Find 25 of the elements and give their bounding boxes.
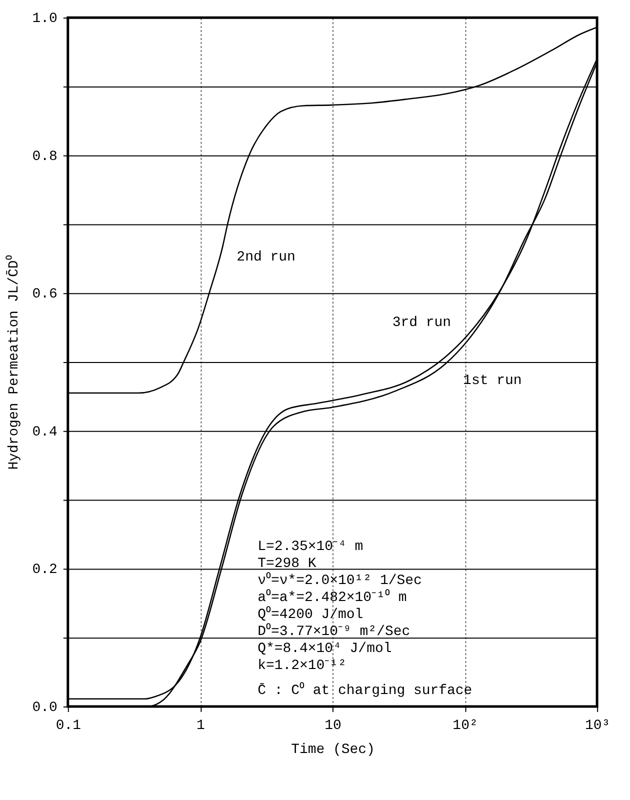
x-tick-label: 0.1 (56, 718, 81, 734)
annotation: T=298 K (258, 556, 317, 572)
x-tick-label: 1 (196, 718, 205, 734)
series-label: 1st run (463, 373, 522, 390)
x-tick-label: 10 (324, 718, 342, 734)
annotation: Q⁰=4200 J/mol (258, 606, 364, 624)
x-tick-label: 10² (452, 718, 478, 734)
annotation: Q*=8.4×10⁴ J/mol (258, 641, 392, 658)
annotation: ν⁰=ν*=2.0×10¹² 1/Sec (258, 572, 422, 590)
annotation: a⁰=a*=2.482×10⁻¹⁰ m (258, 589, 407, 606)
x-tick-label: 10³ (584, 718, 610, 734)
y-axis-title: Hydrogen Permeation JL/C̄D⁰ (5, 255, 22, 470)
annotation: D⁰=3.77×10⁻⁹ m²/Sec (258, 623, 410, 640)
y-tick-label: 0.0 (32, 700, 58, 716)
y-tick-label: 1.0 (32, 11, 58, 28)
annotation: k=1.2×10⁻¹² (258, 658, 346, 674)
annotation: L=2.35×10⁻⁴ m (258, 539, 364, 556)
y-tick-label: 0.2 (32, 562, 58, 578)
annotation: C̄ : C⁰ at charging surface (258, 682, 472, 699)
series-label: 2nd run (236, 249, 296, 266)
x-axis-title: Time (Sec) (291, 742, 375, 758)
y-tick-label: 0.4 (32, 424, 58, 440)
y-tick-label: 0.6 (32, 286, 58, 303)
series-label: 3rd run (392, 314, 452, 331)
y-tick-label: 0.8 (32, 148, 58, 165)
